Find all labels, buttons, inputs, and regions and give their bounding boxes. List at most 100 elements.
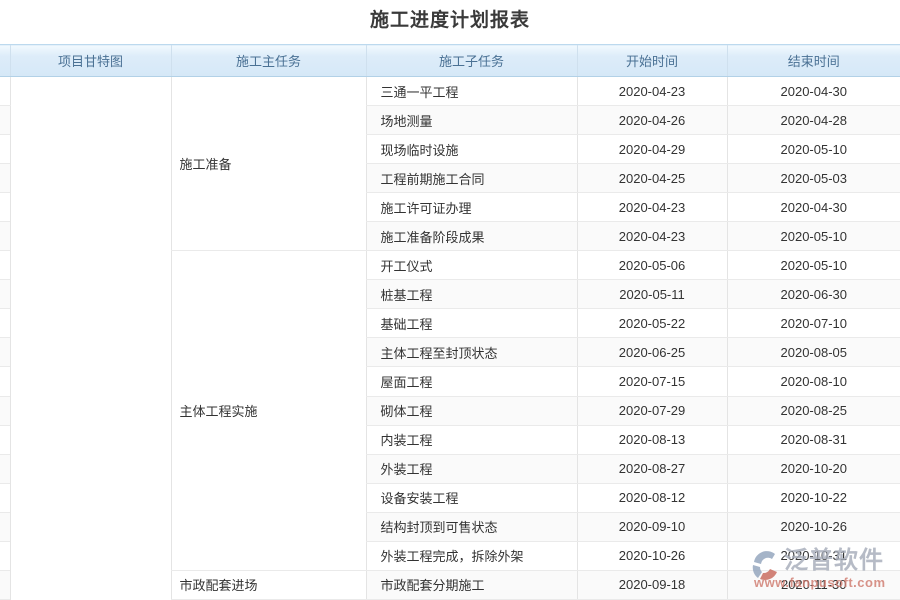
start-date-cell: 2020-05-22 xyxy=(576,308,727,339)
start-date-cell: 2020-04-23 xyxy=(576,76,727,107)
sub-task-cell: 场地测量 xyxy=(365,105,577,136)
end-date-cell: 2020-06-30 xyxy=(726,279,900,310)
table-row: 基础工程 2020-05-22 2020-07-10 xyxy=(0,308,900,339)
sub-task-cell: 外装工程完成，拆除外架 xyxy=(365,541,577,571)
start-date-cell: 2020-09-18 xyxy=(576,570,727,600)
end-date-cell: 2020-11-30 xyxy=(726,570,900,600)
table-row: 主体工程至封顶状态 2020-06-25 2020-08-05 xyxy=(0,337,900,368)
table-row: 内装工程 2020-08-13 2020-08-31 xyxy=(0,425,900,455)
sub-task-cell: 三通一平工程 xyxy=(365,76,577,107)
edge-cell xyxy=(0,366,10,397)
sub-task-cell: 市政配套分期施工 xyxy=(365,570,577,600)
sub-task-cell: 主体工程至封顶状态 xyxy=(365,337,577,368)
edge-header-cell xyxy=(0,44,10,77)
start-date-cell: 2020-08-27 xyxy=(576,454,727,484)
start-date-cell: 2020-04-23 xyxy=(576,192,727,223)
sub-task-cell: 施工准备阶段成果 xyxy=(365,221,577,252)
end-date-cell: 2020-04-28 xyxy=(726,105,900,136)
end-date-cell: 2020-04-30 xyxy=(726,76,900,107)
sub-task-cell: 外装工程 xyxy=(365,454,577,484)
edge-cell xyxy=(0,279,10,310)
column-header-sub-task: 施工子任务 xyxy=(365,44,577,77)
table-row: 设备安装工程 2020-08-12 2020-10-22 xyxy=(0,483,900,513)
end-date-cell: 2020-08-05 xyxy=(726,337,900,368)
table-row: 外装工程 2020-08-27 2020-10-20 xyxy=(0,454,900,484)
table-row: 现场临时设施 2020-04-29 2020-05-10 xyxy=(0,134,900,165)
sub-task-cell: 桩基工程 xyxy=(365,279,577,310)
end-date-cell: 2020-05-03 xyxy=(726,163,900,194)
table-row: 砌体工程 2020-07-29 2020-08-25 xyxy=(0,396,900,426)
end-date-cell: 2020-05-10 xyxy=(726,250,900,281)
start-date-cell: 2020-04-23 xyxy=(576,221,727,252)
edge-cell xyxy=(0,396,10,426)
table-row: 场地测量 2020-04-26 2020-04-28 xyxy=(0,105,900,136)
end-date-cell: 2020-05-10 xyxy=(726,221,900,252)
edge-cell xyxy=(0,192,10,223)
table-row: 主体工程实施 开工仪式 2020-05-06 2020-05-10 xyxy=(0,250,900,571)
edge-cell xyxy=(0,570,10,600)
sub-task-cell: 施工许可证办理 xyxy=(365,192,577,223)
end-date-cell: 2020-04-30 xyxy=(726,192,900,223)
edge-cell xyxy=(0,337,10,368)
main-task-cell: 主体工程实施 xyxy=(170,250,366,571)
table-row: 施工准备阶段成果 2020-04-23 2020-05-10 xyxy=(0,221,900,252)
end-date-cell: 2020-10-22 xyxy=(726,483,900,513)
main-task-cell: 市政配套进场 xyxy=(170,570,366,600)
edge-cell xyxy=(0,483,10,513)
end-date-cell: 2020-08-31 xyxy=(726,425,900,455)
start-date-cell: 2020-04-26 xyxy=(576,105,727,136)
table-row: 施工准备 三通一平工程 2020-04-23 2020-04-30 xyxy=(0,76,900,600)
start-date-cell: 2020-09-10 xyxy=(576,512,727,542)
start-date-cell: 2020-07-15 xyxy=(576,366,727,397)
start-date-cell: 2020-04-29 xyxy=(576,134,727,165)
sub-task-cell: 砌体工程 xyxy=(365,396,577,426)
table-row: 市政配套进场 市政配套分期施工 2020-09-18 2020-11-30 xyxy=(0,570,900,600)
sub-task-cell: 结构封顶到可售状态 xyxy=(365,512,577,542)
edge-cell xyxy=(0,250,10,281)
edge-cell xyxy=(0,454,10,484)
table-row: 结构封顶到可售状态 2020-09-10 2020-10-26 xyxy=(0,512,900,542)
end-date-cell: 2020-10-20 xyxy=(726,454,900,484)
column-header-gantt: 项目甘特图 xyxy=(9,44,171,77)
sub-task-cell: 基础工程 xyxy=(365,308,577,339)
sub-task-cell: 开工仪式 xyxy=(365,250,577,281)
table-row: 施工许可证办理 2020-04-23 2020-04-30 xyxy=(0,192,900,223)
page-title: 施工进度计划报表 xyxy=(369,10,530,31)
sub-task-cell: 内装工程 xyxy=(365,425,577,455)
sub-task-cell: 设备安装工程 xyxy=(365,483,577,513)
start-date-cell: 2020-04-25 xyxy=(576,163,727,194)
column-header-start: 开始时间 xyxy=(576,44,727,77)
start-date-cell: 2020-07-29 xyxy=(576,396,727,426)
edge-cell xyxy=(0,541,10,571)
sub-task-cell: 屋面工程 xyxy=(365,366,577,397)
column-header-main-task: 施工主任务 xyxy=(170,44,366,77)
edge-cell xyxy=(0,105,10,136)
start-date-cell: 2020-05-06 xyxy=(576,250,727,281)
edge-cell xyxy=(0,512,10,542)
start-date-cell: 2020-05-11 xyxy=(576,279,727,310)
sub-task-cell: 工程前期施工合同 xyxy=(365,163,577,194)
main-task-cell: 施工准备 xyxy=(170,76,366,252)
end-date-cell: 2020-10-26 xyxy=(726,512,900,542)
end-date-cell: 2020-08-10 xyxy=(726,366,900,397)
edge-cell xyxy=(0,308,10,339)
table-row: 桩基工程 2020-05-11 2020-06-30 xyxy=(0,279,900,310)
start-date-cell: 2020-06-25 xyxy=(576,337,727,368)
edge-cell xyxy=(0,221,10,252)
edge-cell xyxy=(0,163,10,194)
column-header-end: 结束时间 xyxy=(726,44,900,77)
start-date-cell: 2020-10-26 xyxy=(576,541,727,571)
end-date-cell: 2020-05-10 xyxy=(726,134,900,165)
end-date-cell: 2020-07-10 xyxy=(726,308,900,339)
gantt-chart-area xyxy=(9,76,171,600)
edge-cell xyxy=(0,76,10,107)
table-row: 屋面工程 2020-07-15 2020-08-10 xyxy=(0,366,900,397)
progress-report-table: 项目甘特图 施工主任务 施工子任务 开始时间 结束时间 施工准备 三通一平工程 … xyxy=(0,44,900,600)
edge-cell xyxy=(0,425,10,455)
table-row: 工程前期施工合同 2020-04-25 2020-05-03 xyxy=(0,163,900,194)
start-date-cell: 2020-08-12 xyxy=(576,483,727,513)
table-header-row: 项目甘特图 施工主任务 施工子任务 开始时间 结束时间 xyxy=(0,44,900,77)
end-date-cell: 2020-08-25 xyxy=(726,396,900,426)
start-date-cell: 2020-08-13 xyxy=(576,425,727,455)
edge-cell xyxy=(0,134,10,165)
